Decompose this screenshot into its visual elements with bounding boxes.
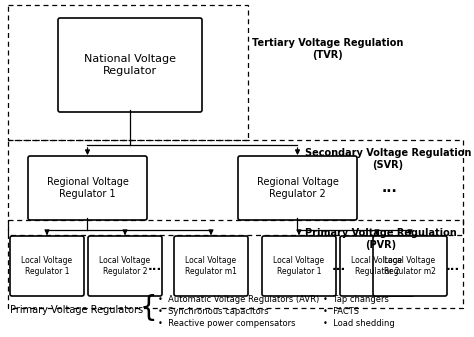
Text: National Voltage
Regulator: National Voltage Regulator xyxy=(84,54,176,76)
Text: Local Voltage
Regulator m1: Local Voltage Regulator m1 xyxy=(185,256,237,276)
FancyBboxPatch shape xyxy=(174,236,248,296)
Text: •  Reactive power compensators: • Reactive power compensators xyxy=(158,318,295,328)
Text: Local Voltage
Regulator 2: Local Voltage Regulator 2 xyxy=(351,256,402,276)
Text: ...: ... xyxy=(382,181,398,195)
FancyBboxPatch shape xyxy=(262,236,336,296)
Text: •  Automatic Voltage Regulators (AVR): • Automatic Voltage Regulators (AVR) xyxy=(158,295,319,304)
Text: ...: ... xyxy=(332,261,346,274)
FancyBboxPatch shape xyxy=(58,18,202,112)
Text: ...: ... xyxy=(148,261,162,274)
Text: Primary Voltage Regulation
(PVR): Primary Voltage Regulation (PVR) xyxy=(305,228,457,250)
Text: •  Synchronous capacitors: • Synchronous capacitors xyxy=(158,306,269,315)
Text: Regional Voltage
Regulator 1: Regional Voltage Regulator 1 xyxy=(46,177,128,199)
Text: {: { xyxy=(139,294,157,322)
Text: •  Tap changers: • Tap changers xyxy=(323,295,389,304)
Text: Local Voltage
Regulator 1: Local Voltage Regulator 1 xyxy=(21,256,73,276)
FancyBboxPatch shape xyxy=(28,156,147,220)
FancyBboxPatch shape xyxy=(238,156,357,220)
Text: •  Load shedding: • Load shedding xyxy=(323,318,395,328)
Text: Local Voltage
Regulator m2: Local Voltage Regulator m2 xyxy=(384,256,436,276)
FancyBboxPatch shape xyxy=(373,236,447,296)
Text: ...: ... xyxy=(446,261,460,274)
Text: Secondary Voltage Regulation
(SVR): Secondary Voltage Regulation (SVR) xyxy=(305,148,471,170)
FancyBboxPatch shape xyxy=(10,236,84,296)
Text: •  FACTS: • FACTS xyxy=(323,306,359,315)
Text: Tertiary Voltage Regulation
(TVR): Tertiary Voltage Regulation (TVR) xyxy=(252,38,403,60)
FancyBboxPatch shape xyxy=(340,236,414,296)
Text: Regional Voltage
Regulator 2: Regional Voltage Regulator 2 xyxy=(256,177,338,199)
Bar xyxy=(8,220,463,308)
Text: Local Voltage
Regulator 1: Local Voltage Regulator 1 xyxy=(273,256,325,276)
Text: Local Voltage
Regulator 2: Local Voltage Regulator 2 xyxy=(100,256,151,276)
FancyBboxPatch shape xyxy=(88,236,162,296)
Bar xyxy=(8,140,463,235)
Text: Primary Voltage Regulators: Primary Voltage Regulators xyxy=(10,305,143,315)
Bar xyxy=(8,5,248,140)
